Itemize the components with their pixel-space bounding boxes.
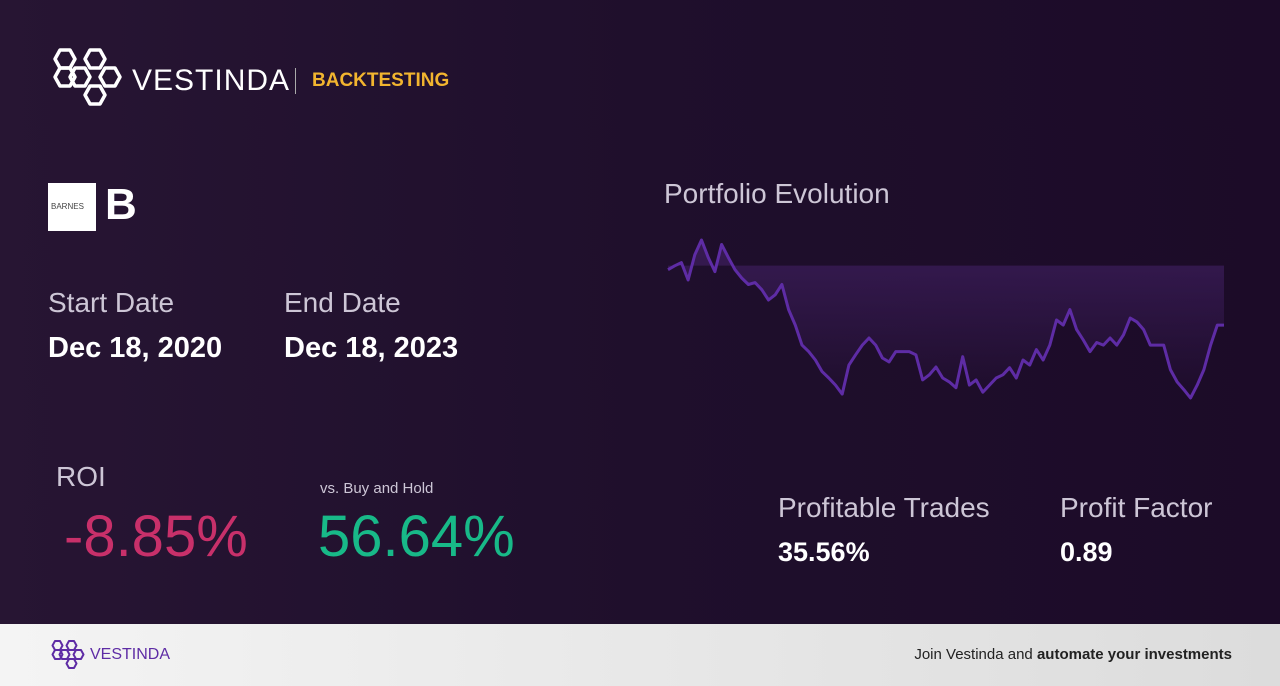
start-label: Start Date <box>48 287 175 318</box>
cta-prefix: Join Vestinda and <box>914 646 1033 663</box>
chart-title: Portfolio Evolution <box>664 178 890 209</box>
portfolio-line <box>667 238 1224 400</box>
compare-label: vs. Buy and Hold <box>320 480 434 497</box>
asset-logo: BARNES <box>48 183 96 231</box>
footer-brand: VESTINDA <box>90 646 171 663</box>
factor-value: 0.89 <box>1060 537 1113 567</box>
divider <box>295 68 296 94</box>
cta-bold: automate your investments <box>1036 646 1232 663</box>
ticker: B <box>105 180 137 229</box>
end-label: End Date <box>284 287 401 318</box>
asset-logo-text: BARNES <box>51 202 84 211</box>
trades-label: Profitable Trades <box>778 492 990 523</box>
trades-value: 35.56% <box>778 537 870 567</box>
chart <box>667 238 1224 400</box>
factor-label: Profit Factor <box>1060 492 1213 523</box>
end-date: Dec 18, 2023 <box>284 332 459 364</box>
compare-value: 56.64% <box>318 504 515 569</box>
roi-label: ROI <box>56 461 106 492</box>
footer-cta: Join Vestinda and automate your investme… <box>914 646 1232 663</box>
footer: VESTINDA Join Vestinda and automate your… <box>0 624 1280 686</box>
section: BACKTESTING <box>312 70 450 91</box>
footer-logo-icon <box>51 640 85 669</box>
roi-value: -8.85% <box>64 504 248 569</box>
area-shade <box>668 240 1224 398</box>
brand: VESTINDA <box>132 64 291 97</box>
logo-icon <box>53 48 122 106</box>
start-date: Dec 18, 2020 <box>48 332 223 364</box>
